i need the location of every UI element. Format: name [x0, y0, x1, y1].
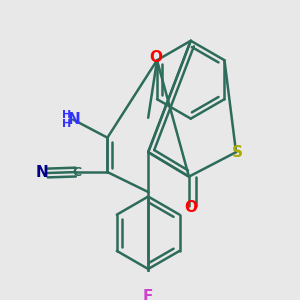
- Text: N: N: [68, 112, 81, 127]
- Text: O: O: [149, 50, 162, 65]
- Text: N: N: [35, 166, 48, 181]
- Text: H: H: [61, 118, 71, 129]
- Text: F: F: [143, 289, 153, 300]
- Text: S: S: [232, 145, 243, 160]
- Text: C: C: [72, 166, 81, 178]
- Text: O: O: [184, 200, 197, 215]
- Text: H: H: [61, 110, 71, 121]
